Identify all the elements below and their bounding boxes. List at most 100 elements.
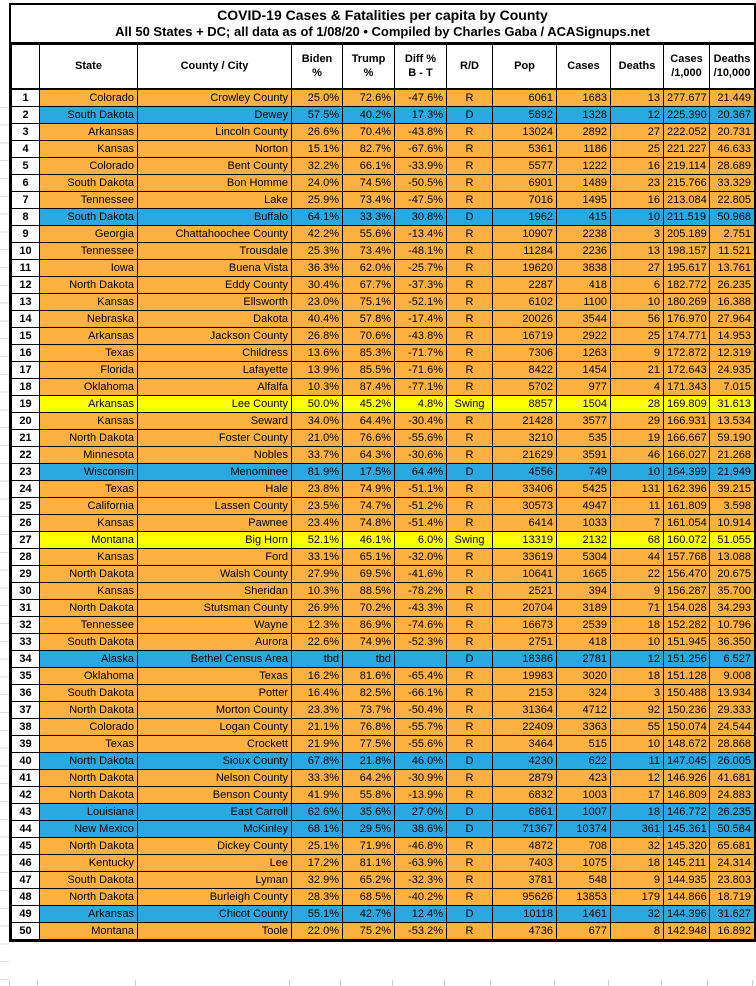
cell-county: Lyman [137,870,292,889]
cell-row-number: 22 [11,445,40,464]
cell-deaths: 7 [610,513,664,532]
table-row: 49 Arkansas Chicot County 55.1% 42.7% 12.4% D 1… [11,904,755,923]
cell-c1000: 145.211 [663,853,710,872]
cell-cases: 1504 [556,394,611,413]
cell-rd: R [446,836,493,855]
cell-c1000: 144.935 [663,870,710,889]
cell-d10000: 13.088 [709,547,755,566]
cell-county: Dakota [137,309,292,328]
cell-c1000: 145.320 [663,836,710,855]
cell-pop: 5702 [492,377,557,396]
cell-cases: 2132 [556,530,611,549]
cell-row-number: 16 [11,343,40,362]
cell-row-number: 30 [11,581,40,600]
cell-d10000: 10.796 [709,615,755,634]
cell-c1000: 150.236 [663,700,710,719]
table-row: 39 Texas Crockett 21.9% 77.5% -55.6% R 3464 515 1… [11,734,755,753]
cell-d10000: 51.055 [709,530,755,549]
cell-state: Wisconsin [39,462,138,481]
cell-c1000: 146.809 [663,785,710,804]
cell-c1000: 171.343 [663,377,710,396]
table-row: 34 Alaska Bethel Census Area tbd tbd D 18386 27… [11,649,755,668]
cell-c1000: 156.470 [663,564,710,583]
cell-deaths: 9 [610,581,664,600]
cell-pop: 21428 [492,411,557,430]
cell-diff: -47.5% [394,190,447,209]
cell-deaths: 12 [610,768,664,787]
covid-county-table: State County / City Biden% Trump% Diff % B - … [11,44,755,940]
cell-rd: R [446,275,493,294]
cell-cases: 977 [556,377,611,396]
cell-c1000: 182.772 [663,275,710,294]
cell-rd: R [446,173,493,192]
cell-pop: 5577 [492,156,557,175]
cell-pop: 1962 [492,207,557,226]
cell-county: Ford [137,547,292,566]
column-header-pop: Pop [492,44,557,90]
cell-diff: -52.3% [394,632,447,651]
cell-county: Lincoln County [137,122,292,141]
cell-d10000: 20.367 [709,105,755,124]
cell-biden: 33.3% [291,768,343,787]
table-row: 28 Kansas Ford 33.1% 65.1% -32.0% R 33619 5304 44… [11,547,755,566]
cell-county: Lafayette [137,360,292,379]
cell-diff: -32.0% [394,547,447,566]
cell-cases: 1222 [556,156,611,175]
cell-deaths: 25 [610,139,664,158]
cell-d10000: 12.319 [709,343,755,362]
cell-deaths: 3 [610,224,664,243]
cell-trump: 72.6% [342,88,395,107]
cell-state: Tennessee [39,190,138,209]
cell-row-number: 10 [11,241,40,260]
cell-cases: 3020 [556,666,611,685]
cell-trump: 85.3% [342,343,395,362]
cell-biden: 27.9% [291,564,343,583]
cell-rd: R [446,445,493,464]
cell-county: Potter [137,683,292,702]
cell-row-number: 20 [11,411,40,430]
cell-biden: 23.4% [291,513,343,532]
cell-pop: 31364 [492,700,557,719]
cell-deaths: 4 [610,377,664,396]
cell-biden: 25.9% [291,190,343,209]
cell-trump: 17.5% [342,462,395,481]
cell-d10000: 39.215 [709,479,755,498]
cell-state: Colorado [39,717,138,736]
cell-c1000: 180.269 [663,292,710,311]
cell-row-number: 4 [11,139,40,158]
cell-county: Pawnee [137,513,292,532]
cell-deaths: 18 [610,802,664,821]
cell-trump: 45.2% [342,394,395,413]
cell-biden: 26.9% [291,598,343,617]
cell-trump: 76.8% [342,717,395,736]
cell-biden: 21.9% [291,734,343,753]
cell-county: Crowley County [137,88,292,107]
table-row: 23 Wisconsin Menominee 81.9% 17.5% 64.4% D 4556… [11,462,755,481]
cell-d10000: 26.235 [709,802,755,821]
cell-rd: R [446,734,493,753]
cell-trump: 21.8% [342,751,395,770]
cell-row-number: 23 [11,462,40,481]
table-row: 10 Tennessee Trousdale 25.3% 73.4% -48.1% R 112… [11,241,755,260]
cell-state: Kansas [39,513,138,532]
cell-biden: 36.3% [291,258,343,277]
cell-d10000: 20.675 [709,564,755,583]
cell-state: Louisiana [39,802,138,821]
cell-state: South Dakota [39,207,138,226]
cell-c1000: 142.948 [663,921,710,940]
cell-diff: -13.9% [394,785,447,804]
cell-d10000: 65.681 [709,836,755,855]
table-row: 17 Florida Lafayette 13.9% 85.5% -71.6% R 8422 1… [11,360,755,379]
cell-state: South Dakota [39,105,138,124]
cell-deaths: 29 [610,411,664,430]
cell-c1000: 219.114 [663,156,710,175]
cell-deaths: 27 [610,258,664,277]
cell-diff: -66.1% [394,683,447,702]
cell-diff: -46.8% [394,836,447,855]
cell-c1000: 157.768 [663,547,710,566]
cell-county: Eddy County [137,275,292,294]
cell-diff: -47.6% [394,88,447,107]
column-header-c1000: Cases/1,000 [663,44,710,90]
table-row: 18 Oklahoma Alfalfa 10.3% 87.4% -77.1% R 5702 97… [11,377,755,396]
cell-rd: R [446,615,493,634]
